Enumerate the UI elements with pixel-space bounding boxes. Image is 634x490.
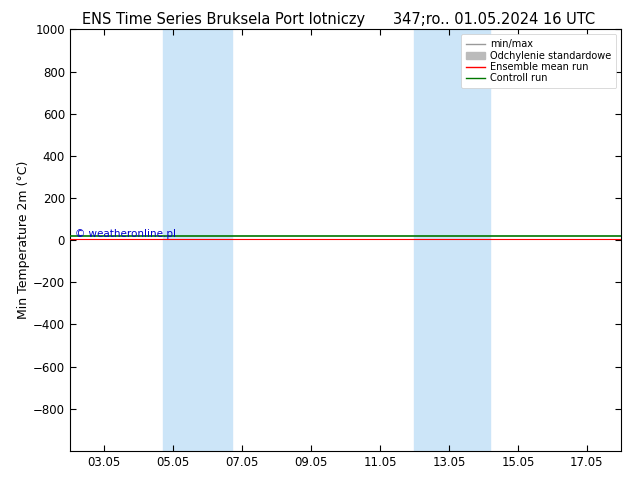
Y-axis label: Min Temperature 2m (°C): Min Temperature 2m (°C) [17,161,30,319]
Bar [163,29,232,451]
Bar [415,29,490,451]
Text: 347;ro.. 01.05.2024 16 UTC: 347;ro.. 01.05.2024 16 UTC [393,12,595,27]
Text: ENS Time Series Bruksela Port lotniczy: ENS Time Series Bruksela Port lotniczy [82,12,366,27]
Text: © weatheronline.pl: © weatheronline.pl [75,229,176,239]
Legend: min/max, Odchylenie standardowe, Ensemble mean run, Controll run: min/max, Odchylenie standardowe, Ensembl… [461,34,616,88]
